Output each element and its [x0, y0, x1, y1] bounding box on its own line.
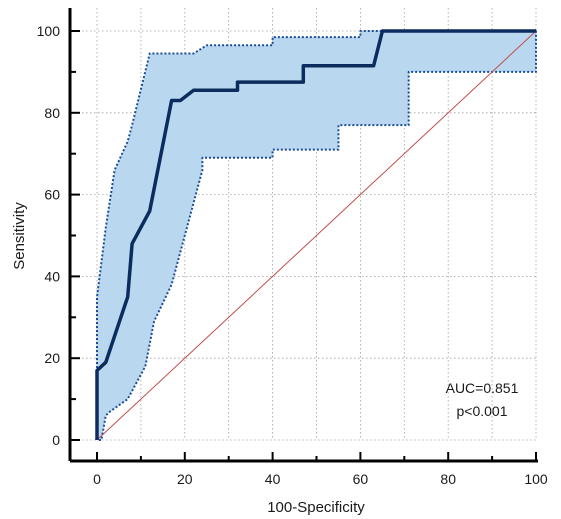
- y-tick-label: 0: [52, 432, 60, 448]
- confidence-band: [96, 30, 537, 441]
- x-axis-label: 100-Specificity: [267, 499, 365, 516]
- p-value-annotation: p<0.001: [457, 403, 508, 419]
- x-tick-label: 20: [177, 471, 193, 487]
- y-axis-label: Sensitivity: [11, 202, 28, 270]
- x-tick-label: 80: [440, 471, 456, 487]
- x-tick-label: 60: [353, 471, 369, 487]
- plot-area: 0 20 40 60 80 100 0 20 40 60 80 100: [37, 8, 548, 487]
- y-tick-label: 80: [44, 105, 60, 121]
- y-tick-label: 60: [44, 187, 60, 203]
- ticks: 0 20 40 60 80 100 0 20 40 60 80 100: [37, 23, 548, 487]
- x-tick-label: 40: [265, 471, 281, 487]
- x-tick-label: 0: [93, 471, 101, 487]
- auc-annotation: AUC=0.851: [446, 380, 519, 396]
- y-tick-label: 100: [37, 23, 61, 39]
- y-tick-label: 40: [44, 268, 60, 284]
- x-tick-label: 100: [524, 471, 548, 487]
- roc-curve: [95, 29, 536, 440]
- y-tick-label: 20: [44, 350, 60, 366]
- reference-line: [96, 30, 537, 441]
